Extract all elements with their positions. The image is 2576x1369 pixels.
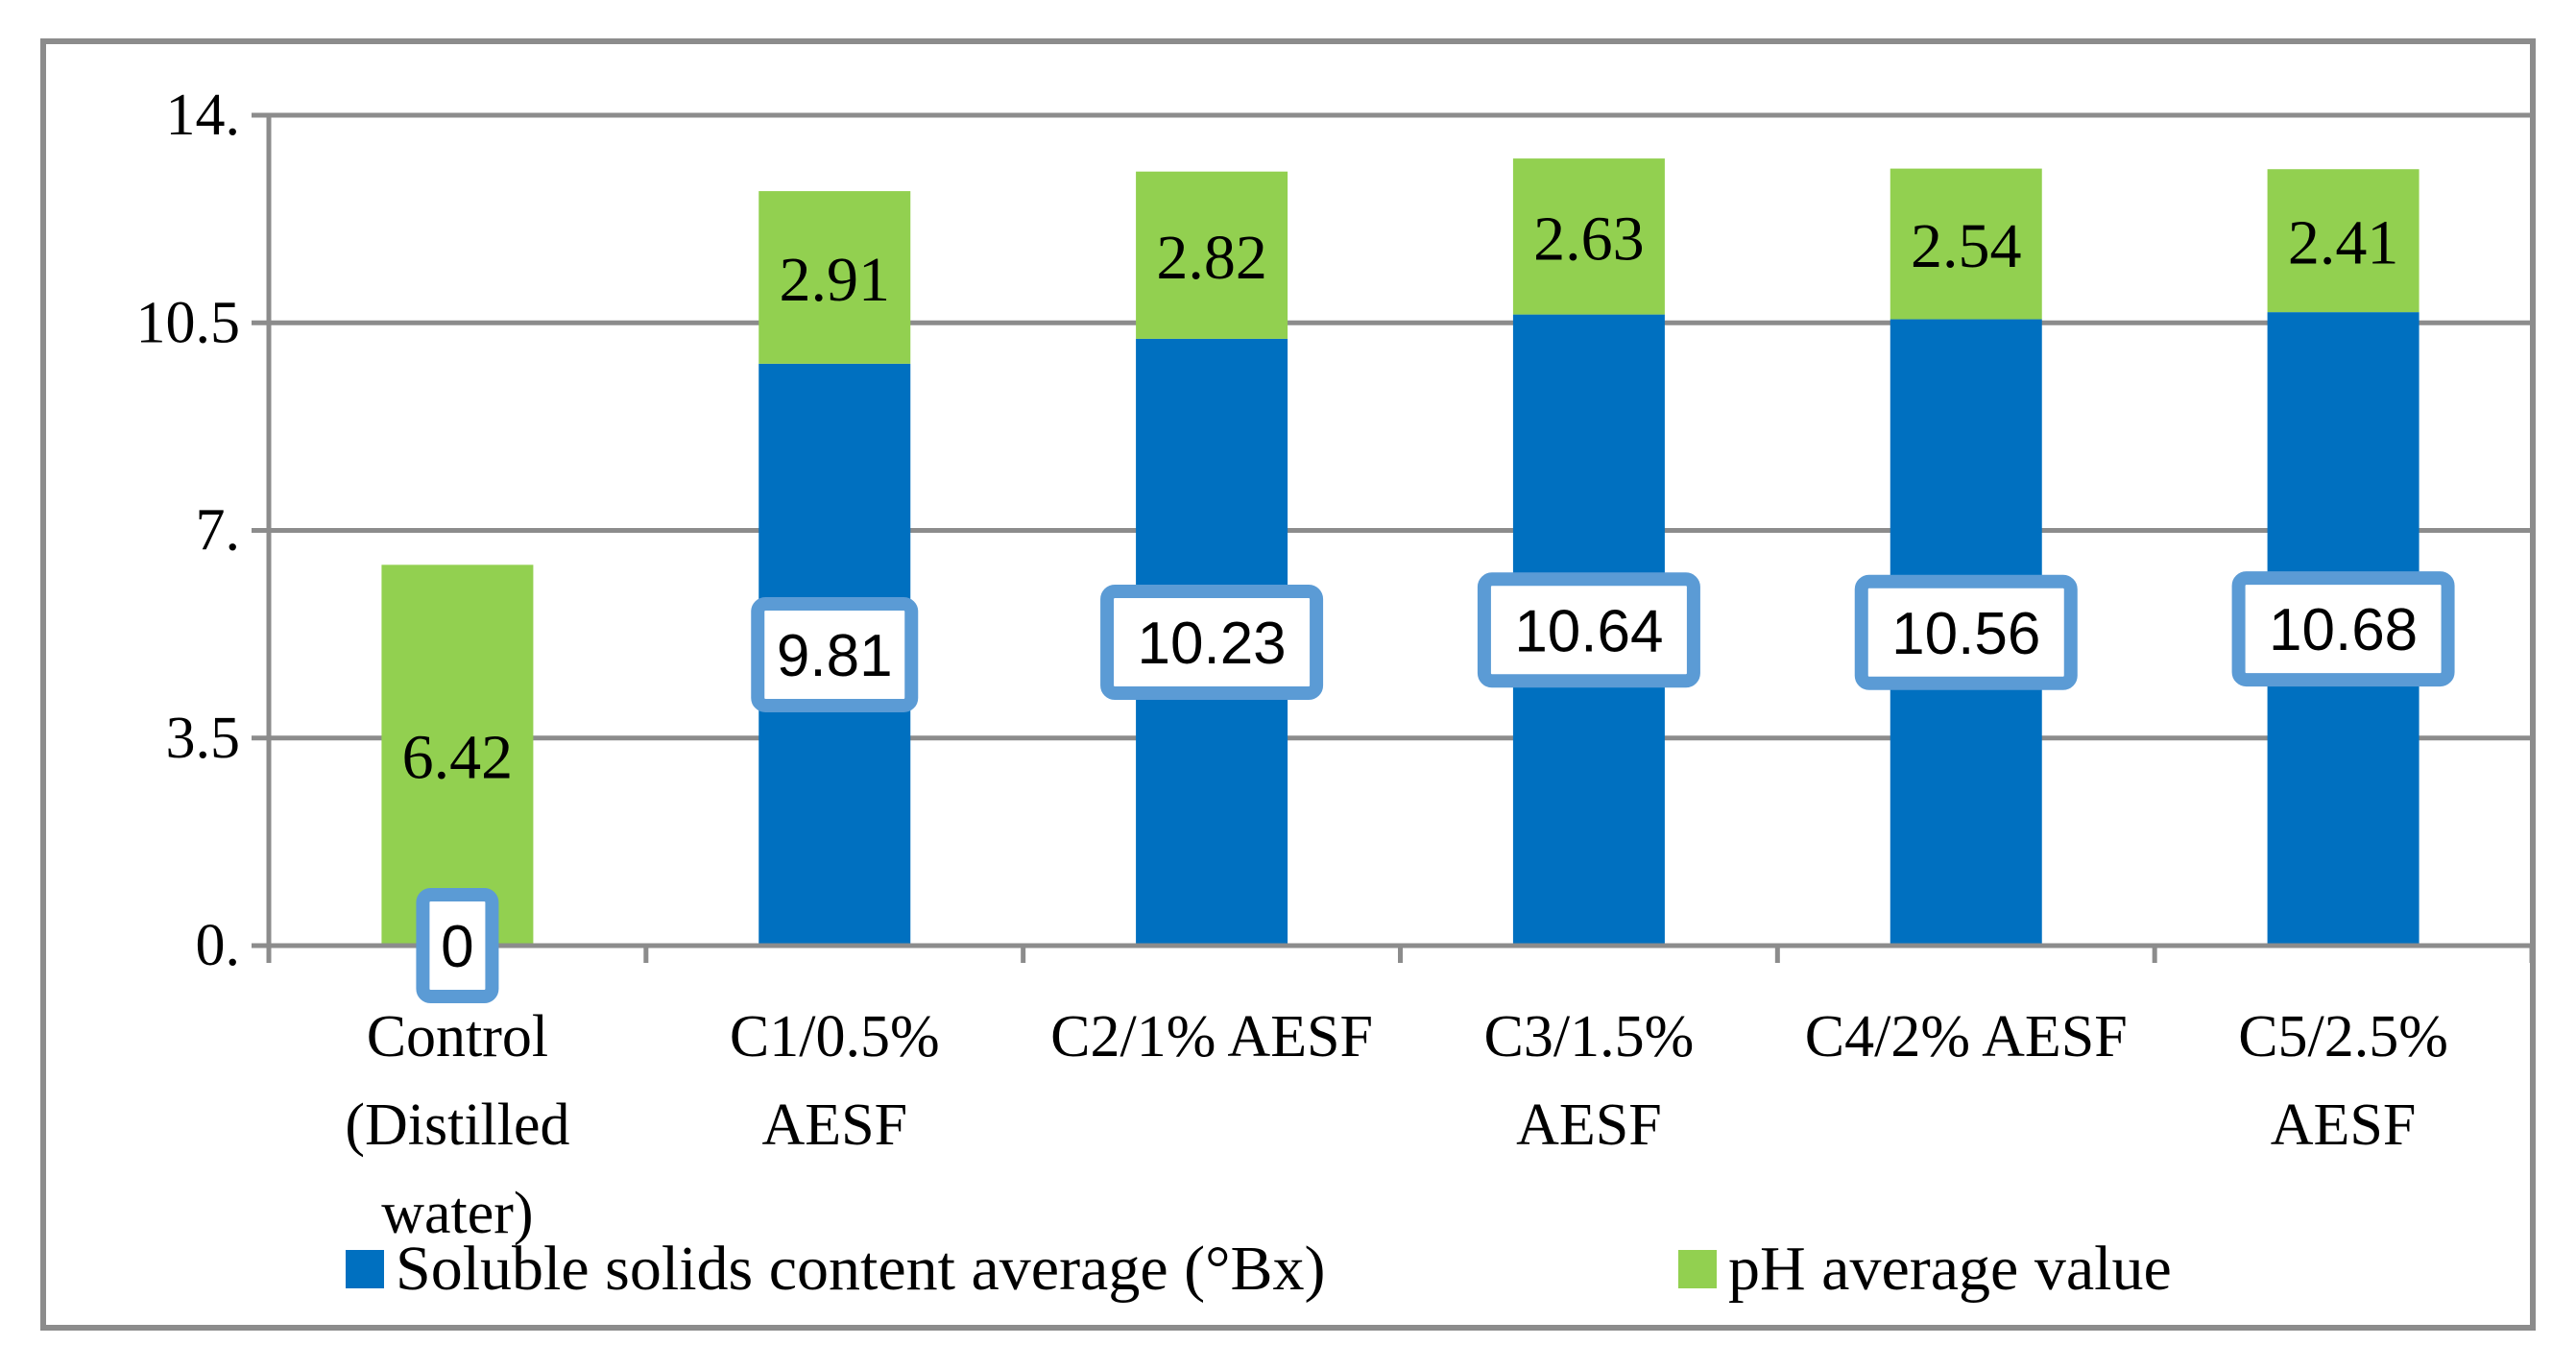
data-label-box-soluble-solids [2231, 571, 2455, 687]
data-label-ph: 2.41 [2288, 208, 2399, 278]
bar-ph [1512, 158, 1665, 315]
x-tick-label: C1/0.5% AESF [730, 1004, 940, 1158]
data-label-ph: 6.42 [402, 723, 514, 793]
data-label-soluble-solids: 10.23 [1138, 611, 1287, 677]
legend-swatch-ph [1678, 1250, 1717, 1288]
axes: 0. 3.5 7. 10.5 14. Control (Distilled water) C1/… [136, 83, 2535, 1246]
data-label-box-soluble-solids [751, 596, 919, 712]
x-tick-label: C4/2% AESF [1805, 1004, 2128, 1069]
data-labels: 6.42 0 2.91 9.81 2.82 10.23 2.63 10.64 2.54 10.56… [402, 204, 2455, 1003]
y-tick-label: 10.5 [136, 290, 241, 355]
data-label-box-soluble-solids [1854, 574, 2078, 690]
bar-ph [1136, 171, 1288, 339]
data-label-soluble-solids: 9.81 [777, 623, 893, 689]
gridlines [269, 112, 2532, 741]
x-tick-label: Control (Distilled water) [345, 1004, 569, 1246]
y-tick-label: 7. [196, 498, 241, 564]
y-tick-label: 14. [166, 83, 241, 148]
data-label-ph: 2.91 [780, 245, 891, 315]
legend-swatch-soluble-solids [346, 1250, 384, 1288]
legend-label-ph: pH average value [1728, 1234, 2172, 1304]
data-label-soluble-solids: 10.64 [1514, 598, 1663, 664]
bar-ph [758, 191, 911, 364]
y-tick-label: 3.5 [166, 706, 241, 771]
legend: Soluble solids content average (°Bx) pH … [346, 1234, 2172, 1304]
bar-ph [1890, 168, 2042, 320]
bar-ph [2267, 169, 2420, 313]
x-tick-label: C2/1% AESF [1050, 1004, 1373, 1069]
legend-label-soluble-solids: Soluble solids content average (°Bx) [396, 1234, 1326, 1304]
y-tick-label: 0. [196, 913, 241, 978]
data-label-box-soluble-solids [1477, 572, 1700, 688]
x-tick-label: C5/2.5% AESF [2238, 1004, 2448, 1158]
bar-ph [381, 564, 534, 946]
data-label-box-soluble-solids [1100, 584, 1324, 700]
data-label-soluble-solids: 0 [441, 914, 473, 980]
data-label-soluble-solids: 10.68 [2269, 597, 2418, 663]
data-label-ph: 2.63 [1533, 204, 1645, 274]
data-label-ph: 2.82 [1156, 223, 1267, 293]
x-tick-label: C3/1.5% AESF [1484, 1004, 1695, 1158]
data-label-ph: 2.54 [1911, 211, 2022, 281]
data-label-soluble-solids: 10.56 [1891, 601, 2040, 667]
data-label-box-soluble-solids [416, 888, 499, 1003]
